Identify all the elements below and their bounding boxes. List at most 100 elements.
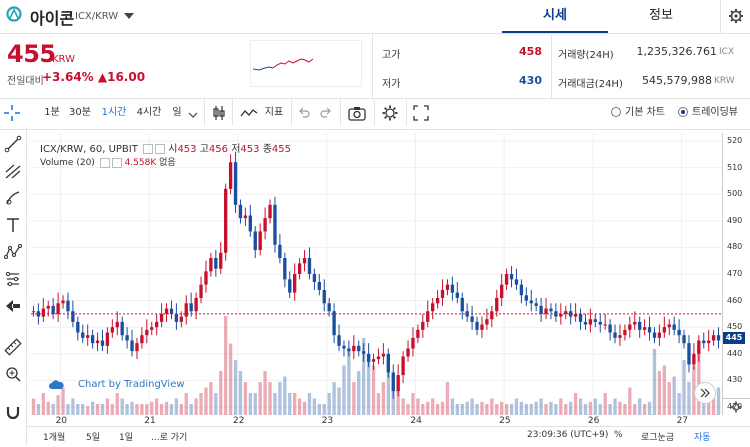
legend-toggle-icon[interactable] <box>111 157 122 168</box>
coin-dropdown-icon[interactable] <box>124 13 134 19</box>
price-axis[interactable] <box>722 133 750 415</box>
undo-icon[interactable] <box>297 106 311 120</box>
candle-body <box>583 321 588 325</box>
volume-bar <box>179 404 183 415</box>
candle-body <box>81 332 85 338</box>
prediction-icon[interactable] <box>4 270 22 288</box>
candle-body <box>76 321 80 333</box>
candle-body <box>362 351 366 354</box>
tradingview-radio[interactable] <box>678 107 688 117</box>
candle-body <box>711 335 716 341</box>
tradingview-watermark[interactable]: Chart by TradingView <box>78 379 185 390</box>
volume-bar <box>431 398 435 415</box>
pitchfork-icon[interactable] <box>4 162 22 180</box>
range-1day[interactable]: 1일 <box>119 433 134 443</box>
coin-pair[interactable]: ICX/KRW <box>75 11 119 22</box>
low-label: 저가 <box>382 79 401 90</box>
volume-bar <box>347 349 351 415</box>
pattern-icon[interactable] <box>4 243 22 261</box>
range-5day[interactable]: 5일 <box>86 433 101 443</box>
log-scale-toggle[interactable]: 로그눈금 <box>641 433 675 443</box>
volume-bar <box>263 371 267 415</box>
volume-bar <box>608 404 612 415</box>
chart-toolbar <box>0 98 750 130</box>
tradingview-label[interactable]: 트레이딩뷰 <box>692 107 738 118</box>
tradingview-cloud-icon <box>48 378 64 392</box>
axis-settings-gear-icon[interactable] <box>722 398 750 415</box>
ruler-icon[interactable] <box>4 338 22 356</box>
candle-body <box>258 231 262 251</box>
candle-body <box>100 340 105 346</box>
volume-bar <box>583 404 588 415</box>
candle-body <box>248 215 252 232</box>
percent-toggle[interactable]: % <box>614 430 623 440</box>
candle-type-icon[interactable] <box>210 104 228 122</box>
auto-scale-toggle[interactable]: 자동 <box>694 433 711 443</box>
indicator-button[interactable]: 지표 <box>264 107 284 118</box>
drawing-tools-panel <box>0 128 27 446</box>
fullscreen-icon[interactable] <box>412 104 430 122</box>
indicator-icon[interactable] <box>240 106 258 120</box>
candlestick-chart[interactable] <box>31 133 721 415</box>
volume-bar <box>36 404 41 415</box>
volume-24h-unit: ICX <box>719 47 735 57</box>
chart-settings-icon[interactable] <box>381 104 399 122</box>
trend-line-icon[interactable] <box>4 135 22 153</box>
volume-bar <box>657 371 662 415</box>
candle-body <box>135 343 139 352</box>
tab-price[interactable]: 시세 <box>502 0 608 33</box>
volume-bar <box>652 349 657 415</box>
interval-4h[interactable]: 4시간 <box>136 107 162 118</box>
candle-body <box>426 311 430 322</box>
volume-bar <box>164 401 169 415</box>
volume-bar <box>204 387 208 415</box>
candle-body <box>431 303 435 312</box>
current-price: 455 <box>7 40 56 68</box>
crosshair-icon[interactable] <box>3 104 21 122</box>
volume-bar <box>569 401 573 415</box>
volume-bar <box>120 398 124 415</box>
bottom-bar <box>26 426 750 447</box>
candle-body <box>490 311 494 320</box>
low-value: 430 <box>519 74 542 87</box>
magnet-icon[interactable] <box>4 403 22 421</box>
back-arrow-icon[interactable] <box>4 297 22 315</box>
interval-30m[interactable]: 30분 <box>69 107 91 118</box>
tab-info[interactable]: 정보 <box>649 8 673 23</box>
range-1month[interactable]: 1개월 <box>43 433 66 443</box>
brush-icon[interactable] <box>4 189 22 207</box>
candle-body <box>381 353 386 357</box>
volume-bar <box>588 401 593 415</box>
candle-body <box>46 305 50 309</box>
candle-body <box>253 231 257 251</box>
volume-bar <box>293 393 297 415</box>
candle-body <box>401 356 405 376</box>
redo-icon[interactable] <box>319 106 333 120</box>
interval-dropdown-icon[interactable] <box>188 109 198 118</box>
interval-1m[interactable]: 1분 <box>44 107 60 118</box>
basic-chart-label[interactable]: 기본 차트 <box>625 107 665 118</box>
text-tool-icon[interactable] <box>4 216 22 234</box>
legend-toggle-icon[interactable] <box>143 144 154 154</box>
interval-day[interactable]: 일 <box>172 107 182 118</box>
legend-toggle-icon[interactable] <box>99 157 110 168</box>
basic-chart-radio[interactable] <box>611 107 621 117</box>
volume-bar <box>169 404 174 415</box>
interval-1h[interactable]: 1시간 <box>101 107 127 118</box>
volume-bar <box>411 393 415 415</box>
scroll-right-button[interactable] <box>694 382 716 404</box>
volume-bar <box>130 401 134 415</box>
zoom-in-icon[interactable] <box>4 365 22 383</box>
go-to-button[interactable]: ...로 가기 <box>151 433 188 443</box>
candle-body <box>150 327 154 330</box>
coin-name[interactable]: 아이콘 <box>30 9 75 28</box>
amount-24h-label: 거래대금(24H) <box>558 79 623 90</box>
change-value: +3.64% ▲16.00 <box>42 70 146 84</box>
legend-toggle-icon[interactable] <box>155 144 166 154</box>
candle-body <box>578 313 583 322</box>
camera-icon[interactable] <box>347 104 367 122</box>
candle-body <box>317 281 321 290</box>
candle-body <box>613 332 617 338</box>
volume-bar <box>613 398 617 415</box>
settings-gear-icon[interactable] <box>720 0 750 33</box>
